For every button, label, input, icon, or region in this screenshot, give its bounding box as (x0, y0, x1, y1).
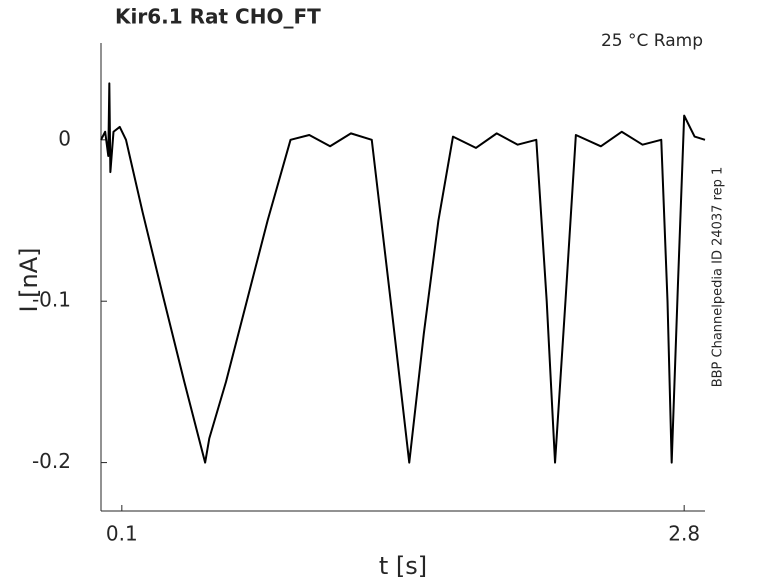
annotation: BBP Channelpedia ID 24037 rep 1 (711, 167, 726, 388)
subtitle: 25 °C Ramp (601, 31, 703, 51)
y-tick-label: -0.1 (32, 288, 71, 312)
y-tick-label: -0.2 (32, 449, 71, 473)
y-axis-label: I [nA] (15, 247, 43, 312)
chart-title: Kir6.1 Rat CHO_FT (115, 5, 321, 29)
x-tick-label: 0.1 (106, 522, 138, 546)
y-tick-label: 0 (58, 126, 71, 150)
data-line (100, 82, 706, 464)
x-tick-label: 2.8 (668, 522, 700, 546)
x-axis-label: t [s] (379, 552, 427, 580)
